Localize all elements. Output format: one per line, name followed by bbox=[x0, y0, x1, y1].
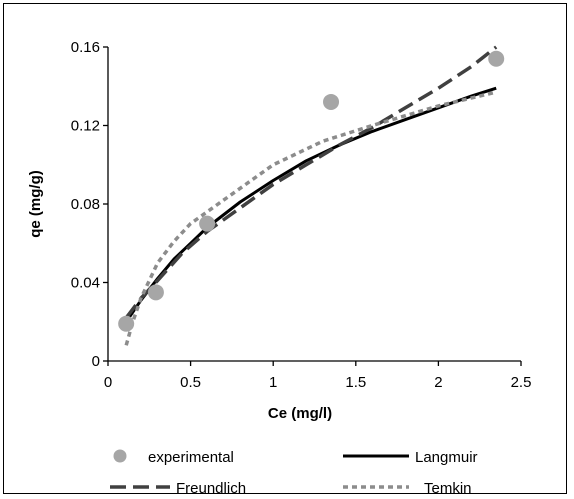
data-point-experimental bbox=[118, 315, 135, 332]
x-tick-label: 0 bbox=[104, 374, 112, 391]
y-tick-label: 0.08 bbox=[71, 196, 100, 213]
legend-label: Freundlich bbox=[176, 480, 246, 497]
series-line-langmuir bbox=[124, 86, 497, 323]
x-tick-label: 0.5 bbox=[180, 374, 201, 391]
series-line-temkin bbox=[124, 90, 497, 346]
legend-label: Langmuir bbox=[415, 449, 478, 466]
y-tick-label: 0 bbox=[92, 353, 100, 370]
data-point-experimental bbox=[147, 284, 164, 301]
series-line-freundlich bbox=[124, 45, 498, 319]
x-tick-label: 2 bbox=[434, 374, 442, 391]
x-axis-title: Ce (mg/l) bbox=[268, 405, 332, 422]
legend-label: Temkin bbox=[424, 480, 472, 497]
data-point-experimental bbox=[323, 93, 340, 110]
x-tick-label: 1 bbox=[269, 374, 277, 391]
legend-marker bbox=[113, 449, 127, 463]
y-tick-label: 0.12 bbox=[71, 118, 100, 135]
y-tick-label: 0.04 bbox=[71, 275, 100, 292]
y-tick-label: 0.16 bbox=[71, 39, 100, 56]
x-ticks: 0 0.5 1 1.5 2 2.5 bbox=[104, 361, 532, 391]
y-axis-title: qe (mg/g) bbox=[27, 170, 44, 238]
chart-frame bbox=[3, 3, 567, 494]
x-tick-label: 1.5 bbox=[345, 374, 366, 391]
legend: experimental Langmuir Freundlich Temkin bbox=[110, 449, 478, 497]
data-point-experimental bbox=[199, 215, 216, 232]
series-layer bbox=[118, 45, 505, 346]
legend-label: experimental bbox=[148, 449, 234, 466]
y-ticks: 0 0.04 0.08 0.12 0.16 bbox=[71, 39, 108, 370]
data-point-experimental bbox=[488, 50, 505, 67]
x-tick-label: 2.5 bbox=[511, 374, 532, 391]
